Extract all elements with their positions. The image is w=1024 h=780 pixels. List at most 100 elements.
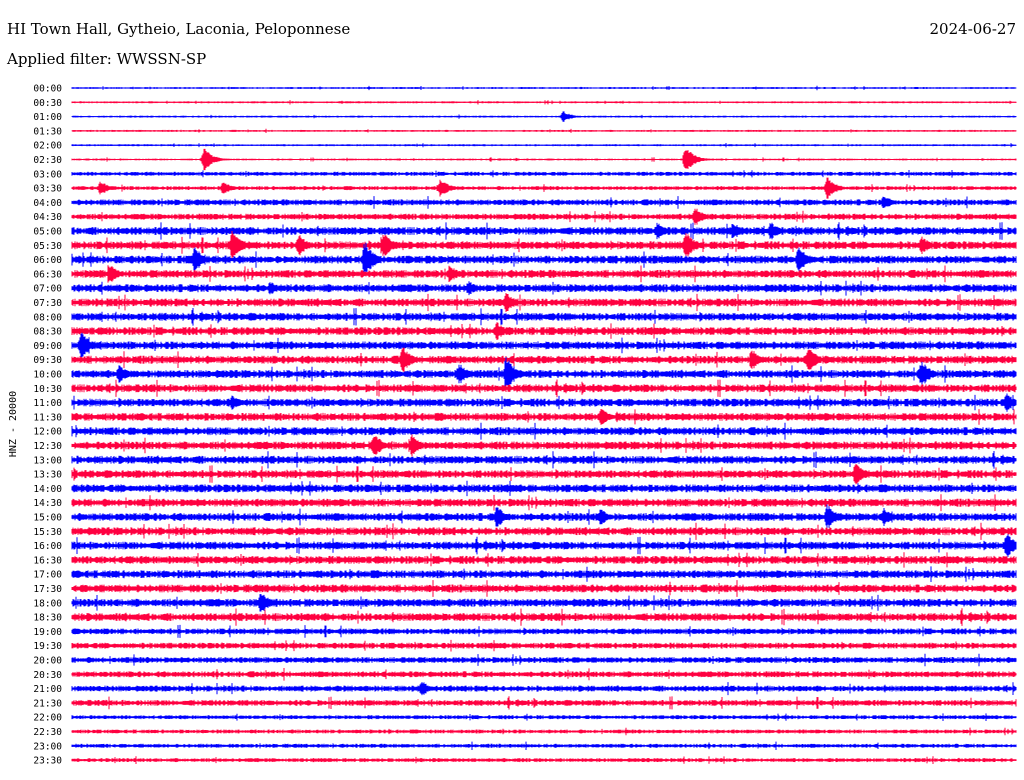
time-tick-label: 18:30	[33, 613, 62, 624]
trace-waveform	[71, 434, 1017, 457]
time-tick-label: 20:00	[33, 656, 62, 667]
trace-waveform	[71, 594, 1017, 612]
time-tick-label: 07:30	[33, 298, 62, 309]
time-ticks: 00:00 00:30 01:00 01:30 02:00 02:30 03:00 03:30…	[33, 84, 62, 767]
trace-waveform	[71, 208, 1017, 225]
time-tick-label: 19:00	[33, 627, 62, 638]
time-tick-label: 04:00	[33, 198, 62, 209]
trace-waveform	[71, 143, 1017, 148]
time-tick-label: 09:30	[33, 355, 62, 366]
time-tick-label: 01:30	[33, 126, 62, 137]
trace-waveform	[71, 504, 1017, 530]
time-tick-label: 05:00	[33, 227, 62, 238]
trace-waveform	[71, 177, 1017, 199]
trace-waveform	[71, 379, 1017, 398]
time-tick-label: 11:30	[33, 412, 62, 423]
time-tick-label: 05:30	[33, 241, 62, 252]
trace-waveform	[71, 100, 1017, 105]
time-tick-label: 11:00	[33, 398, 62, 409]
trace-waveform	[71, 741, 1017, 750]
trace-waveform	[71, 196, 1017, 209]
time-tick-label: 20:30	[33, 670, 62, 681]
time-tick-label: 17:30	[33, 584, 62, 595]
time-tick-label: 23:30	[33, 756, 62, 767]
trace-waveform	[71, 668, 1017, 681]
time-tick-label: 12:00	[33, 427, 62, 438]
time-tick-label: 08:00	[33, 312, 62, 323]
trace-waveform	[71, 242, 1017, 277]
time-tick-label: 06:30	[33, 269, 62, 280]
time-tick-label: 08:30	[33, 327, 62, 338]
station-title: HI Town Hall, Gytheio, Laconia, Peloponn…	[7, 20, 351, 38]
time-tick-label: 10:00	[33, 370, 62, 381]
trace-waveform	[71, 552, 1017, 568]
trace-waveform	[71, 128, 1017, 133]
trace-waveform	[71, 522, 1017, 540]
trace-waveform	[71, 566, 1017, 582]
time-tick-label: 00:30	[33, 98, 62, 109]
trace-waveform	[71, 308, 1017, 326]
trace-waveform	[71, 534, 1017, 557]
trace-waveform	[71, 464, 1017, 485]
time-tick-label: 16:00	[33, 541, 62, 552]
time-tick-label: 15:00	[33, 513, 62, 524]
time-tick-label: 21:30	[33, 698, 62, 709]
trace-rows	[71, 85, 1017, 764]
time-tick-label: 01:00	[33, 112, 62, 123]
trace-waveform	[71, 265, 1017, 283]
trace-waveform	[71, 713, 1017, 721]
trace-waveform	[71, 170, 1017, 178]
trace-waveform	[71, 653, 1017, 667]
time-tick-label: 18:00	[33, 598, 62, 609]
time-tick-label: 13:00	[33, 455, 62, 466]
trace-waveform	[71, 580, 1017, 597]
time-tick-label: 07:00	[33, 284, 62, 295]
time-tick-label: 14:00	[33, 484, 62, 495]
trace-waveform	[71, 322, 1017, 340]
trace-waveform	[71, 608, 1017, 626]
filter-label: Applied filter: WWSSN-SP	[7, 50, 207, 68]
trace-waveform	[71, 451, 1017, 469]
time-tick-label: 19:30	[33, 641, 62, 652]
trace-waveform	[71, 357, 1017, 391]
time-tick-label: 10:30	[33, 384, 62, 395]
time-tick-label: 22:00	[33, 713, 62, 724]
time-tick-label: 22:30	[33, 727, 62, 738]
trace-waveform	[71, 727, 1017, 736]
channel-label: HNZ - 20000	[8, 391, 19, 457]
trace-waveform	[71, 332, 1017, 358]
trace-waveform	[71, 231, 1017, 260]
trace-waveform	[71, 85, 1017, 91]
trace-waveform	[71, 293, 1017, 312]
trace-waveform	[71, 422, 1017, 440]
trace-waveform	[71, 639, 1017, 652]
time-tick-label: 02:00	[33, 141, 62, 152]
time-tick-label: 17:00	[33, 570, 62, 581]
time-tick-label: 15:30	[33, 527, 62, 538]
trace-waveform	[71, 148, 1017, 171]
time-tick-label: 13:30	[33, 470, 62, 481]
trace-waveform	[71, 222, 1017, 240]
time-tick-label: 21:00	[33, 684, 62, 695]
time-tick-label: 03:00	[33, 169, 62, 180]
trace-waveform	[71, 682, 1017, 696]
trace-waveform	[71, 393, 1017, 412]
time-tick-label: 03:30	[33, 184, 62, 195]
time-tick-label: 06:00	[33, 255, 62, 266]
time-tick-label: 04:30	[33, 212, 62, 223]
trace-waveform	[71, 280, 1017, 296]
time-tick-label: 02:30	[33, 155, 62, 166]
trace-waveform	[71, 696, 1017, 710]
time-tick-label: 23:00	[33, 741, 62, 752]
trace-waveform	[71, 494, 1017, 512]
trace-waveform	[71, 480, 1017, 497]
time-tick-label: 14:30	[33, 498, 62, 509]
time-tick-label: 12:30	[33, 441, 62, 452]
time-tick-label: 16:30	[33, 555, 62, 566]
record-date: 2024-06-27	[929, 20, 1016, 38]
time-tick-label: 00:00	[33, 84, 62, 95]
trace-waveform	[71, 347, 1017, 372]
trace-waveform	[71, 409, 1017, 425]
trace-waveform	[71, 624, 1017, 638]
